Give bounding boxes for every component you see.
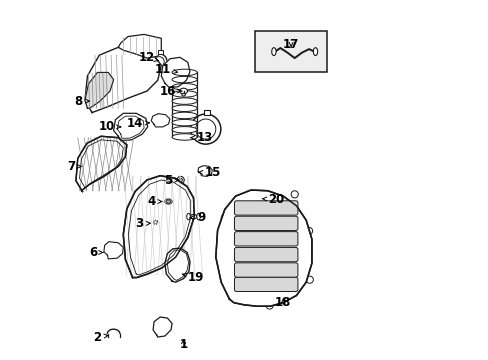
Bar bbox=[204, 110, 209, 115]
Text: 1: 1 bbox=[179, 338, 187, 351]
Text: 15: 15 bbox=[198, 166, 220, 179]
Ellipse shape bbox=[172, 105, 197, 112]
FancyBboxPatch shape bbox=[234, 247, 297, 262]
Polygon shape bbox=[76, 136, 126, 192]
Text: 2: 2 bbox=[93, 330, 108, 343]
Polygon shape bbox=[118, 35, 161, 58]
Ellipse shape bbox=[172, 69, 197, 76]
Text: 5: 5 bbox=[163, 174, 179, 186]
Text: 14: 14 bbox=[127, 117, 149, 130]
Text: 6: 6 bbox=[89, 246, 103, 259]
Text: 17: 17 bbox=[283, 38, 299, 51]
FancyBboxPatch shape bbox=[234, 201, 297, 215]
Ellipse shape bbox=[172, 120, 197, 126]
Ellipse shape bbox=[271, 48, 276, 55]
Text: 16: 16 bbox=[160, 85, 182, 98]
FancyBboxPatch shape bbox=[234, 277, 297, 292]
Text: 13: 13 bbox=[191, 131, 213, 144]
Bar bbox=[255, 31, 326, 72]
FancyBboxPatch shape bbox=[234, 263, 297, 277]
Ellipse shape bbox=[172, 134, 197, 140]
Ellipse shape bbox=[182, 93, 185, 96]
FancyBboxPatch shape bbox=[234, 216, 297, 230]
Ellipse shape bbox=[172, 98, 197, 104]
Circle shape bbox=[179, 178, 182, 182]
Ellipse shape bbox=[166, 200, 170, 203]
Text: 3: 3 bbox=[135, 217, 150, 230]
Text: 11: 11 bbox=[154, 63, 177, 76]
Ellipse shape bbox=[164, 199, 172, 204]
Text: 19: 19 bbox=[182, 271, 204, 284]
Polygon shape bbox=[113, 113, 147, 140]
Text: 4: 4 bbox=[147, 195, 162, 208]
Bar bbox=[158, 50, 163, 54]
Ellipse shape bbox=[190, 215, 196, 219]
Ellipse shape bbox=[172, 91, 197, 97]
FancyBboxPatch shape bbox=[234, 231, 297, 246]
Text: 8: 8 bbox=[74, 95, 89, 108]
Polygon shape bbox=[164, 248, 190, 282]
Circle shape bbox=[261, 194, 269, 203]
Ellipse shape bbox=[172, 112, 197, 119]
Polygon shape bbox=[198, 166, 212, 176]
Ellipse shape bbox=[172, 76, 197, 83]
Text: 12: 12 bbox=[138, 51, 158, 64]
Polygon shape bbox=[123, 176, 194, 278]
Polygon shape bbox=[153, 317, 172, 337]
Text: 20: 20 bbox=[262, 193, 284, 206]
Polygon shape bbox=[104, 242, 123, 259]
Polygon shape bbox=[85, 47, 161, 113]
Polygon shape bbox=[215, 190, 311, 306]
Ellipse shape bbox=[196, 213, 200, 220]
Polygon shape bbox=[85, 72, 113, 108]
Polygon shape bbox=[151, 114, 169, 127]
Text: 18: 18 bbox=[274, 296, 291, 309]
Polygon shape bbox=[161, 57, 190, 87]
Text: 7: 7 bbox=[67, 160, 81, 173]
Ellipse shape bbox=[179, 88, 187, 94]
Text: 10: 10 bbox=[98, 121, 121, 134]
Ellipse shape bbox=[186, 213, 190, 220]
Ellipse shape bbox=[172, 127, 197, 133]
Ellipse shape bbox=[172, 84, 197, 90]
Ellipse shape bbox=[313, 48, 317, 55]
Text: 9: 9 bbox=[190, 211, 205, 224]
